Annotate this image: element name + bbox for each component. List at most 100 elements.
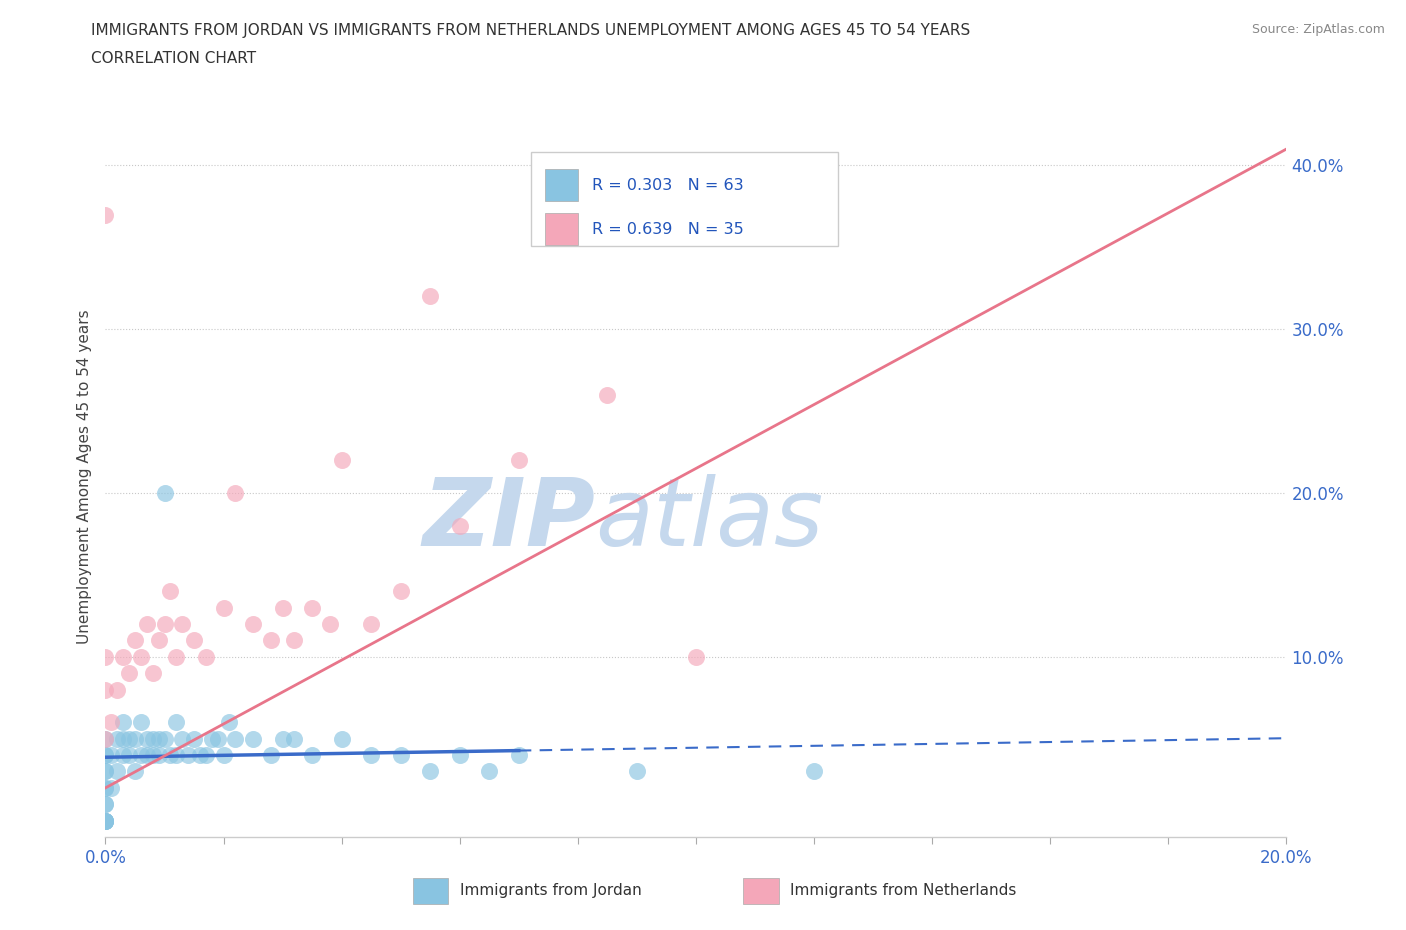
Text: R = 0.303   N = 63: R = 0.303 N = 63 <box>592 178 744 193</box>
Point <box>112 715 135 730</box>
Point <box>105 682 128 697</box>
Text: R = 0.639   N = 35: R = 0.639 N = 35 <box>592 221 744 236</box>
Point <box>129 715 152 730</box>
Point <box>94 780 117 795</box>
Point <box>165 649 187 664</box>
Point <box>112 748 135 763</box>
Point <box>301 600 323 615</box>
Point <box>94 731 117 746</box>
FancyBboxPatch shape <box>530 153 838 246</box>
Point <box>135 731 157 746</box>
Point <box>94 748 117 763</box>
Point <box>100 715 122 730</box>
Point <box>478 764 501 779</box>
Text: ZIP: ZIP <box>423 474 596 565</box>
Point <box>112 649 135 664</box>
Point <box>100 748 122 763</box>
Point <box>94 797 117 812</box>
Text: CORRELATION CHART: CORRELATION CHART <box>91 51 256 66</box>
Point <box>201 731 224 746</box>
Text: atlas: atlas <box>596 474 824 565</box>
Point <box>124 764 146 779</box>
Point <box>165 748 187 763</box>
Point <box>94 748 117 763</box>
Point <box>129 748 152 763</box>
Point <box>389 748 412 763</box>
Point <box>260 748 283 763</box>
Point <box>224 731 246 746</box>
Point <box>94 207 117 222</box>
Point <box>508 453 530 468</box>
Point <box>319 617 342 631</box>
Point <box>194 748 217 763</box>
FancyBboxPatch shape <box>544 213 578 246</box>
Point <box>271 600 294 615</box>
Point <box>148 633 170 648</box>
Point <box>94 649 117 664</box>
Y-axis label: Unemployment Among Ages 45 to 54 years: Unemployment Among Ages 45 to 54 years <box>76 310 91 644</box>
Point <box>419 289 441 304</box>
Point <box>94 764 117 779</box>
Point <box>183 633 205 648</box>
Point <box>94 813 117 828</box>
Point <box>242 617 264 631</box>
Point <box>207 731 229 746</box>
Point <box>94 813 117 828</box>
Point <box>94 780 117 795</box>
Point <box>142 666 165 681</box>
Text: Immigrants from Jordan: Immigrants from Jordan <box>460 883 641 897</box>
Point <box>124 731 146 746</box>
Point <box>803 764 825 779</box>
Point <box>360 748 382 763</box>
Point <box>172 731 194 746</box>
Point <box>94 764 117 779</box>
Point <box>330 453 353 468</box>
Point <box>94 813 117 828</box>
Point <box>129 649 152 664</box>
Point <box>118 748 141 763</box>
Point <box>153 731 176 746</box>
Point <box>449 518 471 533</box>
Point <box>100 780 122 795</box>
Point <box>177 748 200 763</box>
Point <box>118 731 141 746</box>
Point <box>142 748 165 763</box>
Point <box>596 387 619 402</box>
Point <box>224 485 246 500</box>
Point <box>94 813 117 828</box>
Point <box>508 748 530 763</box>
Point <box>94 813 117 828</box>
Point <box>118 666 141 681</box>
Point <box>124 633 146 648</box>
Text: Source: ZipAtlas.com: Source: ZipAtlas.com <box>1251 23 1385 36</box>
Point <box>685 649 707 664</box>
Point <box>94 682 117 697</box>
Point <box>271 731 294 746</box>
Point <box>242 731 264 746</box>
Point <box>260 633 283 648</box>
FancyBboxPatch shape <box>412 878 449 904</box>
Point <box>283 731 305 746</box>
Text: IMMIGRANTS FROM JORDAN VS IMMIGRANTS FROM NETHERLANDS UNEMPLOYMENT AMONG AGES 45: IMMIGRANTS FROM JORDAN VS IMMIGRANTS FRO… <box>91 23 970 38</box>
FancyBboxPatch shape <box>744 878 779 904</box>
Point <box>105 731 128 746</box>
Point <box>112 731 135 746</box>
Point <box>283 633 305 648</box>
FancyBboxPatch shape <box>544 169 578 201</box>
Point <box>94 731 117 746</box>
Point <box>449 748 471 763</box>
Point <box>148 731 170 746</box>
Point <box>212 600 235 615</box>
Point <box>135 617 157 631</box>
Point <box>183 731 205 746</box>
Point <box>159 584 181 599</box>
Point <box>159 748 181 763</box>
Point <box>218 715 240 730</box>
Point <box>165 715 187 730</box>
Point <box>94 797 117 812</box>
Point <box>94 813 117 828</box>
Point <box>105 764 128 779</box>
Point <box>330 731 353 746</box>
Point <box>148 748 170 763</box>
Text: Immigrants from Netherlands: Immigrants from Netherlands <box>790 883 1017 897</box>
